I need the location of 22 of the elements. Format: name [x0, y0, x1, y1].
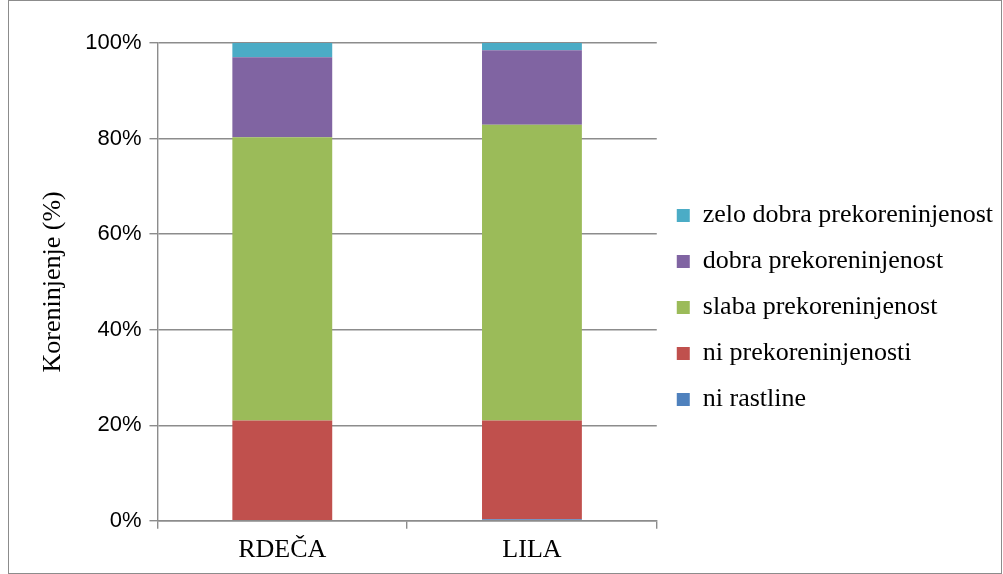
bar [482, 420, 582, 520]
bar [482, 124, 582, 421]
y-tick-label: 100% [85, 29, 142, 55]
x-tick-label: LILA [502, 534, 562, 564]
legend-label: dobra prekoreninjenost [702, 245, 944, 275]
bar [482, 50, 582, 125]
legend-label: ni rastline [702, 383, 807, 413]
legend-label: ni prekoreninjenosti [702, 337, 912, 367]
bar [232, 43, 333, 58]
y-tick-label: 40% [97, 315, 142, 341]
y-tick-label: 20% [97, 411, 142, 437]
y-tick-label: 0% [109, 506, 142, 532]
legend-label: slaba prekoreninjenost [702, 291, 939, 321]
x-tick-label: RDEČA [238, 534, 327, 564]
legend-label: zelo dobra prekoreninjenost [702, 199, 994, 229]
bar [232, 420, 333, 521]
y-tick-label: 80% [97, 124, 142, 150]
y-axis-title: Koreninjenje (%) [37, 191, 67, 373]
bar [482, 43, 582, 51]
y-tick-label: 60% [97, 220, 142, 246]
bar [232, 137, 333, 421]
bar [232, 57, 333, 138]
